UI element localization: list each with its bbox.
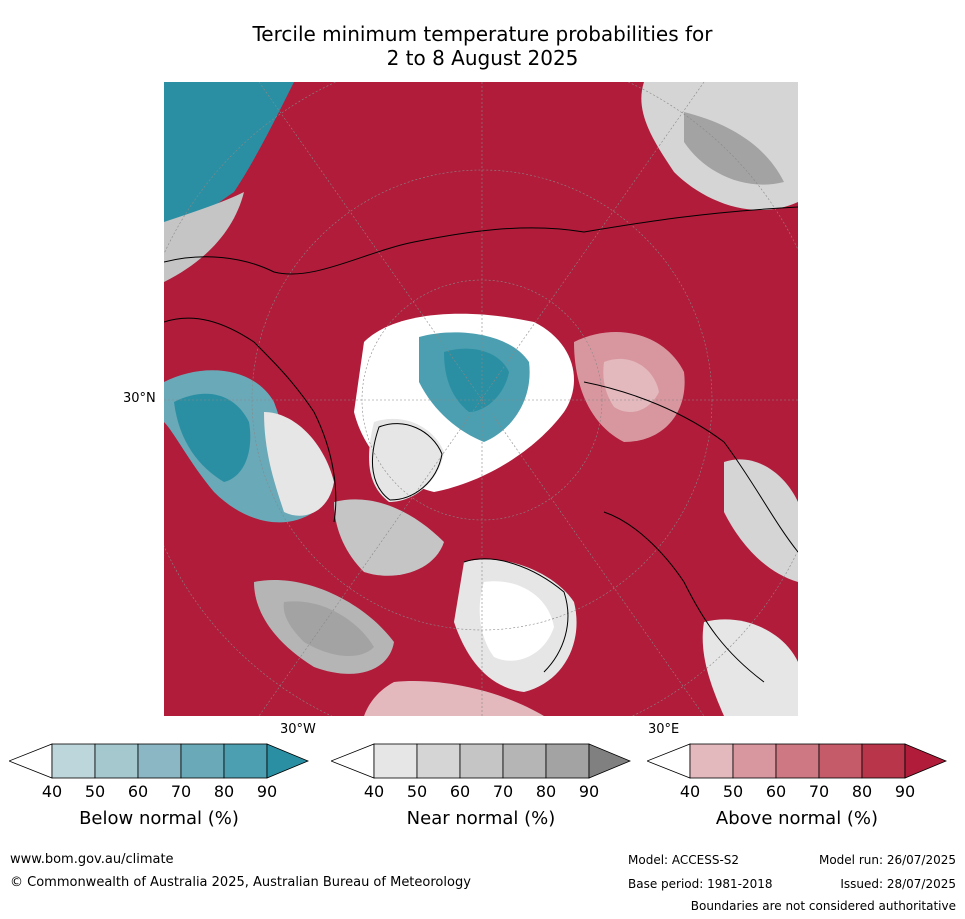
colorbar-above-title: Above normal (%)	[715, 808, 879, 829]
title-line-2: 2 to 8 August 2025	[386, 46, 579, 70]
cbar-below-seg-6	[266, 743, 309, 779]
tick-near-60: 60	[449, 782, 471, 801]
disclaimer-text: Boundaries are not considered authoritat…	[690, 899, 956, 913]
above-normal-sahara	[364, 681, 544, 716]
issued-text: Issued: 28/07/2025	[840, 877, 956, 891]
below-normal-region-nw	[164, 82, 294, 242]
cbar-above-seg-0	[647, 743, 691, 779]
cbar-near-seg-2	[416, 743, 461, 779]
cbar-near-seg-1	[373, 743, 418, 779]
tick-below-50: 50	[84, 782, 106, 801]
cbar-above-seg-6	[904, 743, 947, 779]
tick-near-40: 40	[363, 782, 385, 801]
tick-near-80: 80	[535, 782, 557, 801]
title-line-1: Tercile minimum temperature probabilitie…	[252, 22, 713, 46]
cbar-near-seg-4	[502, 743, 547, 779]
near-normal-hudson	[264, 412, 334, 516]
cbar-above-seg-5	[861, 743, 906, 779]
near-normal-region-nw	[164, 192, 244, 282]
near-normal-greenland	[369, 418, 444, 502]
forecast-map[interactable]	[164, 82, 798, 716]
tick-near-50: 50	[406, 782, 428, 801]
copyright-text: © Commonwealth of Australia 2025, Austra…	[10, 875, 471, 890]
lat-label-30n: 30°N	[123, 391, 156, 406]
coastlines	[164, 206, 798, 683]
tick-above-80: 80	[851, 782, 873, 801]
colorbar-near-normal	[331, 742, 631, 782]
model-text: Model: ACCESS-S2	[628, 853, 740, 867]
cbar-below-seg-2	[94, 743, 139, 779]
lon-label-30e: 30°E	[648, 722, 680, 737]
colorbar-near-title: Near normal (%)	[406, 808, 556, 829]
tick-above-90: 90	[894, 782, 916, 801]
cbar-near-seg-3	[459, 743, 504, 779]
tick-above-50: 50	[722, 782, 744, 801]
graticule	[164, 82, 798, 716]
colorbar-near-svg	[331, 743, 631, 779]
tick-near-90: 90	[578, 782, 600, 801]
tick-below-40: 40	[41, 782, 63, 801]
cbar-above-seg-2	[732, 743, 777, 779]
tick-below-60: 60	[127, 782, 149, 801]
near-normal-pacific-core	[283, 601, 374, 657]
chart-title: Tercile minimum temperature probabilitie…	[0, 22, 965, 70]
near-normal-south-asia	[702, 619, 798, 716]
base-period-text: Base period: 1981-2018	[628, 877, 773, 891]
tick-below-70: 70	[170, 782, 192, 801]
near-normal-asia	[724, 459, 798, 582]
colorbar-above-svg	[647, 743, 947, 779]
below-normal-canada-core	[174, 393, 251, 482]
cbar-near-seg-6	[588, 743, 631, 779]
website-link[interactable]: www.bom.gov.au/climate	[10, 852, 174, 867]
cbar-below-seg-3	[137, 743, 182, 779]
cbar-above-seg-1	[689, 743, 734, 779]
map-canvas	[164, 82, 798, 716]
below-normal-arctic-core	[444, 348, 509, 412]
near-normal-atlantic	[334, 499, 444, 576]
colorbar-above-normal	[647, 742, 947, 782]
cbar-below-seg-4	[180, 743, 225, 779]
cbar-above-seg-3	[775, 743, 820, 779]
tick-near-70: 70	[492, 782, 514, 801]
near-normal-core-ne	[684, 112, 784, 185]
neutral-europe	[479, 581, 554, 661]
cbar-near-seg-0	[331, 743, 375, 779]
colorbar-below-title: Below normal (%)	[79, 808, 239, 829]
lon-label-30w: 30°W	[280, 722, 316, 737]
tick-above-60: 60	[765, 782, 787, 801]
cbar-below-seg-0	[9, 743, 53, 779]
colorbar-below-svg	[9, 743, 309, 779]
cbar-below-seg-5	[223, 743, 268, 779]
tick-below-90: 90	[256, 782, 278, 801]
cbar-above-seg-4	[818, 743, 863, 779]
cbar-below-seg-1	[51, 743, 96, 779]
model-run-text: Model run: 26/07/2025	[818, 853, 956, 867]
tick-above-70: 70	[808, 782, 830, 801]
colorbar-below-normal	[9, 742, 309, 782]
tick-above-40: 40	[679, 782, 701, 801]
cbar-near-seg-5	[545, 743, 590, 779]
tick-below-80: 80	[213, 782, 235, 801]
